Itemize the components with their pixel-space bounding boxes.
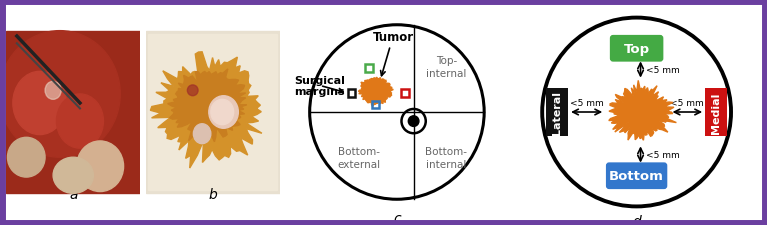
- Text: Lateral: Lateral: [552, 91, 562, 134]
- Polygon shape: [150, 53, 262, 168]
- Ellipse shape: [211, 100, 234, 125]
- Ellipse shape: [8, 138, 45, 177]
- Ellipse shape: [209, 96, 239, 129]
- Ellipse shape: [45, 82, 61, 100]
- Text: Tumor: Tumor: [373, 31, 413, 76]
- Circle shape: [401, 110, 426, 134]
- Text: Top-
internal: Top- internal: [426, 56, 466, 78]
- FancyBboxPatch shape: [610, 36, 663, 62]
- Bar: [365, 65, 373, 72]
- Text: <5 mm: <5 mm: [670, 99, 704, 108]
- Text: Bottom-
internal: Bottom- internal: [425, 147, 467, 169]
- Text: Surgical
margins: Surgical margins: [295, 75, 345, 97]
- Bar: [546, 89, 568, 136]
- Ellipse shape: [187, 86, 198, 96]
- Ellipse shape: [0, 32, 120, 158]
- Text: a: a: [69, 187, 77, 201]
- Bar: [705, 89, 727, 136]
- Text: b: b: [209, 187, 217, 201]
- Text: Top: Top: [624, 43, 650, 56]
- Bar: [347, 90, 355, 97]
- Bar: [148, 35, 277, 190]
- Text: Bottom-
external: Bottom- external: [337, 147, 380, 169]
- Ellipse shape: [77, 141, 123, 192]
- Ellipse shape: [193, 124, 211, 144]
- Bar: [401, 90, 409, 97]
- Polygon shape: [168, 70, 247, 142]
- Text: Medial: Medial: [711, 92, 721, 133]
- Polygon shape: [358, 78, 393, 107]
- Ellipse shape: [13, 72, 67, 135]
- Text: c: c: [393, 211, 400, 225]
- Ellipse shape: [53, 158, 94, 194]
- Ellipse shape: [57, 94, 104, 148]
- Polygon shape: [609, 81, 676, 141]
- Text: Bottom: Bottom: [609, 169, 664, 182]
- FancyBboxPatch shape: [606, 163, 667, 189]
- Circle shape: [408, 116, 419, 127]
- Text: <5 mm: <5 mm: [570, 99, 604, 108]
- Text: d: d: [632, 214, 641, 225]
- Bar: [372, 101, 380, 109]
- Text: <5 mm: <5 mm: [646, 151, 680, 160]
- Text: <5 mm: <5 mm: [646, 65, 680, 74]
